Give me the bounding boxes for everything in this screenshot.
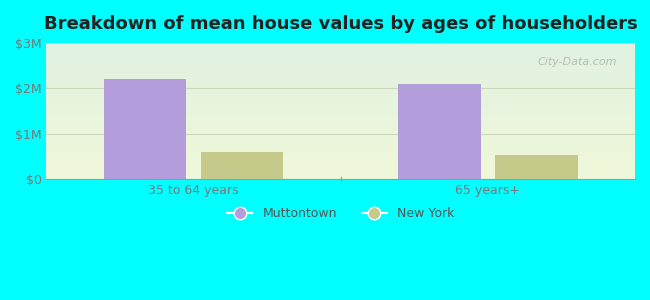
Text: City-Data.com: City-Data.com bbox=[538, 56, 618, 67]
Bar bbox=[104, 79, 187, 179]
Legend: Muttontown, New York: Muttontown, New York bbox=[222, 202, 459, 225]
Bar bbox=[201, 152, 283, 179]
Bar bbox=[495, 155, 578, 179]
Title: Breakdown of mean house values by ages of householders: Breakdown of mean house values by ages o… bbox=[44, 15, 638, 33]
Bar bbox=[398, 84, 480, 179]
